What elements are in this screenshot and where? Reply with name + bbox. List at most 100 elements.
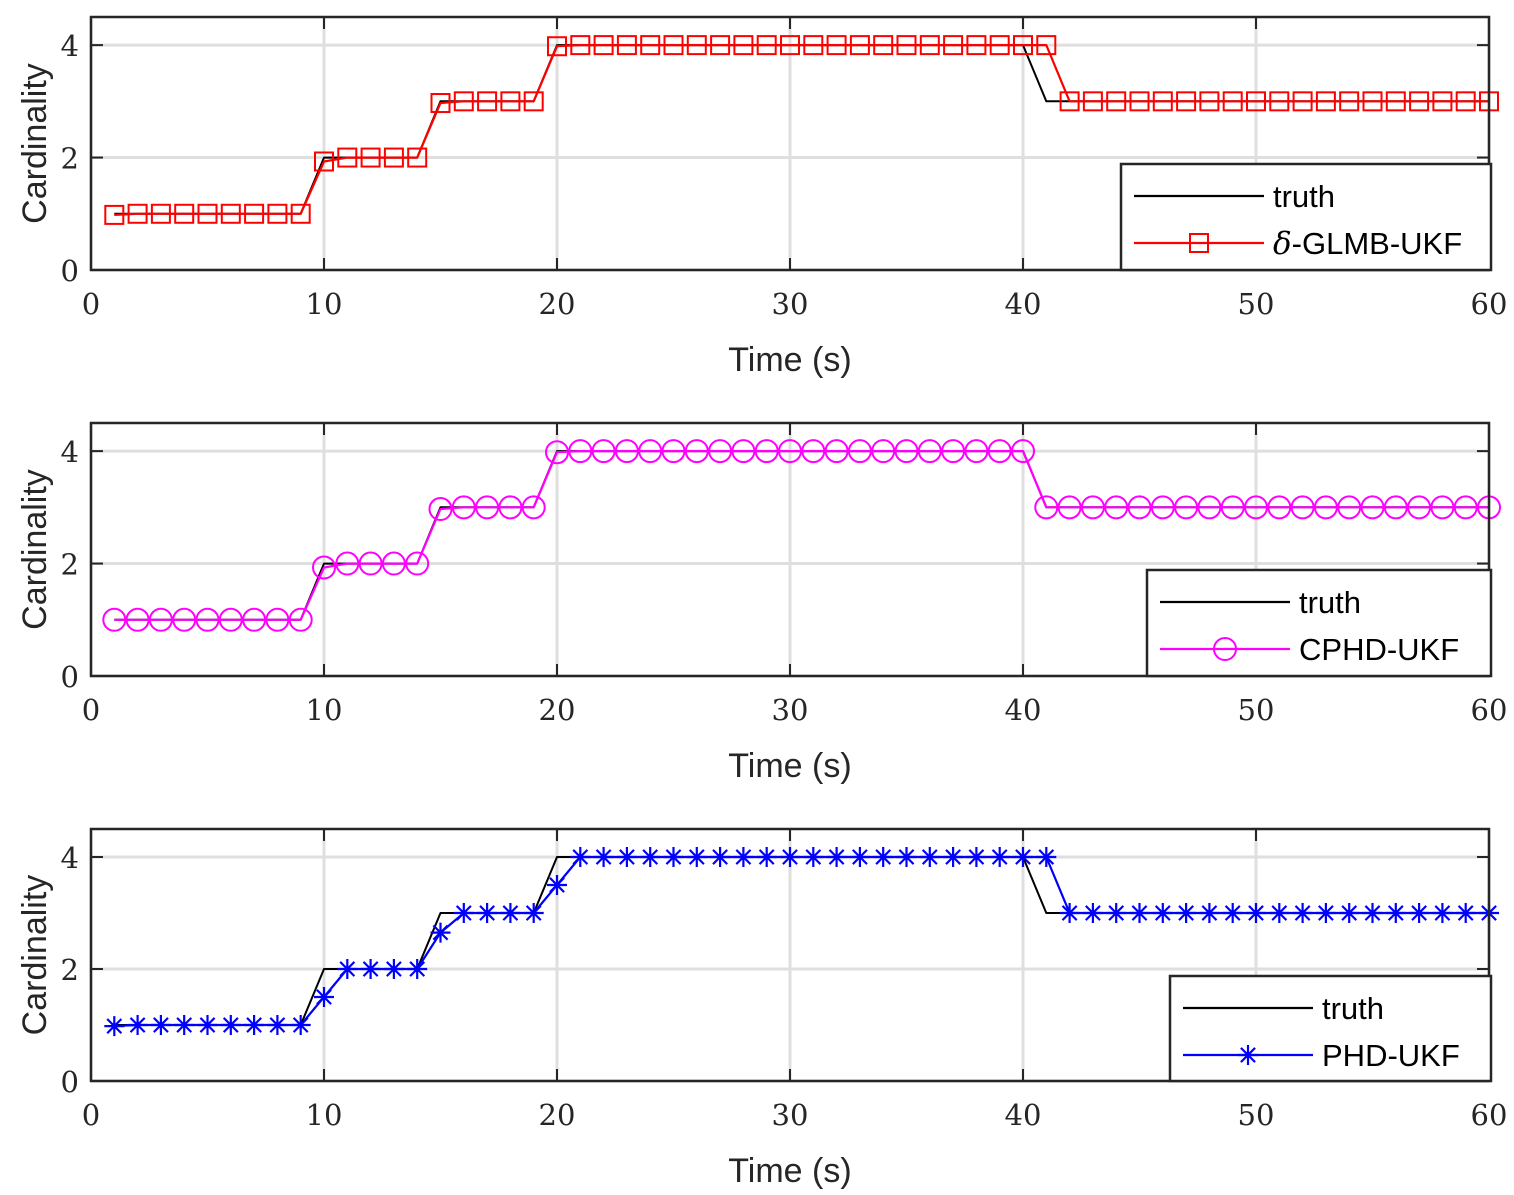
data-point <box>1059 91 1080 112</box>
chart-panel-2: 0 10 20 30 40 50 60 0 2 4 Time (s) Cardinality truth… <box>16 421 1508 785</box>
data-point <box>708 439 733 464</box>
x-tick-label: 30 <box>772 1098 809 1132</box>
data-point <box>407 147 428 168</box>
data-point <box>1409 91 1430 112</box>
data-point <box>873 35 894 56</box>
y-tick-label: 0 <box>61 1065 79 1099</box>
data-point <box>127 1015 148 1035</box>
y-axis-title: Cardinality <box>16 63 54 224</box>
data-point <box>195 607 220 632</box>
data-point <box>244 203 265 224</box>
data-point <box>498 495 523 520</box>
data-point <box>218 607 243 632</box>
data-point <box>1339 903 1360 923</box>
x-tick-label: 10 <box>306 1098 343 1132</box>
data-point <box>1292 91 1313 112</box>
data-point <box>383 147 404 168</box>
data-point <box>148 607 173 632</box>
data-point <box>1360 495 1385 520</box>
data-point <box>358 551 383 576</box>
data-point <box>943 35 964 56</box>
data-point <box>873 847 894 867</box>
y-tick-label: 0 <box>61 254 79 288</box>
data-point <box>663 847 684 867</box>
data-point <box>1013 35 1033 56</box>
legend-label: PHD-UKF <box>1322 1038 1460 1073</box>
data-point <box>407 959 428 979</box>
data-point <box>733 35 754 56</box>
data-point <box>663 35 684 56</box>
y-tick-label: 0 <box>61 660 79 694</box>
data-point <box>803 847 824 867</box>
data-point <box>1013 847 1033 867</box>
x-tick-label: 30 <box>772 693 809 727</box>
data-point <box>500 903 521 923</box>
data-point <box>220 1015 241 1035</box>
data-point <box>849 35 870 56</box>
data-point <box>686 847 707 867</box>
data-point <box>917 439 942 464</box>
data-point <box>1453 495 1478 520</box>
data-point <box>593 35 614 56</box>
data-point <box>1082 903 1103 923</box>
data-point <box>1176 91 1197 112</box>
data-point <box>1246 91 1266 112</box>
data-point <box>172 607 197 632</box>
data-point <box>1430 495 1455 520</box>
legend-label: truth <box>1273 179 1335 214</box>
data-point <box>896 35 917 56</box>
y-tick-label: 4 <box>61 841 79 875</box>
data-point <box>475 495 500 520</box>
series-line--glmb-ukf <box>114 43 1489 216</box>
data-point <box>220 203 241 224</box>
x-tick-label: 0 <box>82 1098 100 1132</box>
legend-marker <box>1213 637 1237 661</box>
data-point <box>430 93 451 114</box>
data-point <box>780 35 800 56</box>
data-point <box>989 847 1010 867</box>
data-point <box>616 35 637 56</box>
data-point <box>521 495 546 520</box>
data-point <box>849 847 870 867</box>
data-point <box>477 903 498 923</box>
axes-box <box>89 15 1491 272</box>
x-tick-label: 60 <box>1471 693 1508 727</box>
x-tick-label: 50 <box>1238 1098 1275 1132</box>
data-point <box>197 203 218 224</box>
data-point <box>381 551 406 576</box>
legend-box <box>1168 974 1493 1083</box>
data-point <box>1339 91 1360 112</box>
data-point <box>756 35 777 56</box>
data-point <box>547 36 567 57</box>
data-point <box>523 903 544 923</box>
data-point <box>337 959 358 979</box>
data-point <box>1059 903 1080 923</box>
data-point <box>943 847 964 867</box>
data-point <box>614 439 639 464</box>
data-point <box>430 922 451 943</box>
data-point <box>1199 91 1220 112</box>
data-point <box>127 203 148 224</box>
data-point <box>1409 903 1430 923</box>
data-point <box>1036 847 1057 867</box>
data-point <box>826 847 847 867</box>
y-tick-label: 2 <box>61 953 79 987</box>
data-point <box>500 91 521 112</box>
data-point <box>335 551 360 576</box>
data-point <box>1362 91 1383 112</box>
data-point <box>661 439 686 464</box>
data-point <box>640 847 661 867</box>
data-point <box>941 439 966 464</box>
data-point <box>1432 903 1453 923</box>
legend: truth PHD-UKF <box>1168 974 1493 1083</box>
legend-marker <box>1189 233 1209 253</box>
data-point <box>731 439 756 464</box>
data-point <box>919 35 940 56</box>
data-point <box>1152 903 1173 923</box>
x-tick-label: 50 <box>1238 693 1275 727</box>
data-point <box>523 91 544 112</box>
x-tick-label: 20 <box>539 1098 576 1132</box>
y-tick-label: 4 <box>61 29 79 63</box>
data-point <box>1315 903 1336 923</box>
data-point <box>405 551 430 576</box>
